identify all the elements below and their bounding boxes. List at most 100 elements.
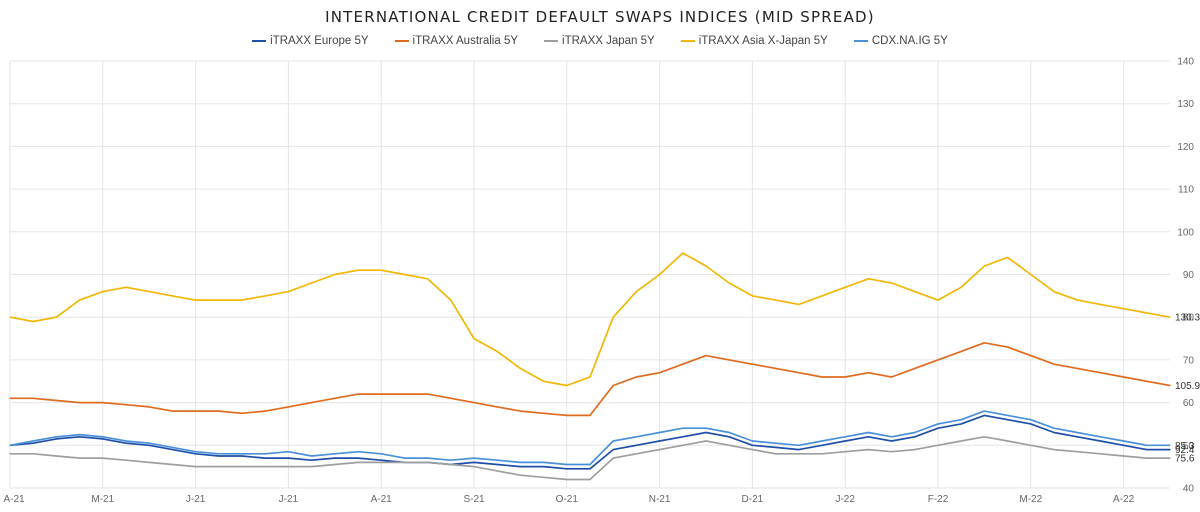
y-tick-label: 120 (1177, 142, 1194, 153)
data-point (171, 448, 173, 451)
data-point (960, 440, 962, 442)
y-tick-label: 50 (1183, 441, 1195, 452)
data-point (798, 372, 800, 374)
data-point (218, 466, 220, 468)
series-end-label: 75.6 (1175, 454, 1195, 465)
data-point (751, 448, 754, 451)
data-point (311, 282, 313, 284)
data-point (1007, 256, 1009, 259)
x-tick-label: F-22 (928, 494, 949, 505)
data-point (473, 466, 475, 468)
data-point (543, 380, 545, 382)
data-point (218, 453, 220, 455)
data-point (960, 419, 962, 421)
data-point (983, 414, 986, 417)
data-point (450, 463, 452, 466)
data-point (612, 316, 614, 318)
data-point (148, 406, 150, 408)
data-point (519, 466, 522, 468)
data-point (1076, 436, 1078, 438)
data-point (1146, 312, 1148, 314)
data-point (55, 399, 58, 402)
data-point (380, 393, 382, 395)
x-tick-label: J-21 (186, 494, 206, 505)
data-point (728, 436, 730, 438)
data-point (264, 453, 266, 455)
data-point (751, 444, 754, 446)
data-point (125, 404, 127, 406)
data-point (798, 453, 800, 455)
data-point (844, 451, 846, 453)
legend-swatch (853, 40, 868, 42)
data-point (241, 455, 243, 457)
data-point (102, 290, 104, 293)
data-point (264, 410, 266, 412)
data-point (589, 376, 591, 378)
legend-swatch (394, 40, 409, 42)
data-point (659, 273, 661, 276)
data-point (751, 440, 754, 442)
data-point (450, 299, 452, 301)
data-point (1053, 431, 1055, 434)
data-point (32, 440, 34, 442)
series-line (9, 410, 1170, 466)
data-point (473, 402, 475, 404)
data-point (705, 440, 707, 442)
data-point (311, 402, 313, 404)
data-point (55, 436, 58, 438)
data-point (357, 457, 359, 459)
y-tick-label: 90 (1183, 270, 1195, 281)
data-point (566, 463, 568, 466)
data-point (635, 436, 638, 438)
data-point (1169, 444, 1171, 446)
data-point (1146, 444, 1148, 446)
data-point (728, 359, 730, 361)
data-point (403, 393, 405, 395)
data-point (357, 461, 359, 463)
data-point (473, 457, 475, 459)
data-point (1076, 451, 1078, 453)
data-point (891, 282, 893, 284)
data-point (659, 431, 661, 434)
data-point (867, 436, 870, 438)
data-point (937, 427, 939, 429)
data-point (264, 457, 266, 459)
data-point (1030, 419, 1032, 421)
data-point (125, 286, 127, 288)
data-point (241, 412, 243, 414)
data-point (566, 414, 568, 417)
y-tick-label: 40 (1183, 484, 1195, 495)
data-point (983, 342, 986, 344)
data-point (867, 431, 870, 434)
data-point (218, 455, 220, 457)
data-point (287, 466, 289, 468)
data-point (821, 440, 823, 442)
y-tick-label: 110 (1178, 185, 1194, 196)
data-point (1146, 457, 1148, 459)
data-point (960, 423, 962, 425)
data-point (775, 442, 777, 444)
data-point (32, 397, 34, 399)
data-point (937, 444, 939, 446)
data-point (148, 461, 150, 463)
data-point (380, 461, 382, 463)
data-point (543, 412, 545, 414)
data-point (937, 299, 939, 301)
data-point (543, 461, 545, 463)
x-tick-label: S-21 (463, 494, 485, 505)
data-point (148, 444, 150, 446)
data-point (1146, 380, 1148, 382)
data-point (775, 367, 777, 370)
data-point (125, 440, 127, 442)
legend-swatch (252, 40, 267, 42)
data-point (334, 463, 336, 466)
data-point (380, 459, 382, 461)
data-point (937, 359, 939, 361)
data-point (635, 444, 638, 446)
data-point (705, 355, 707, 357)
legend-item: iTRAXX Japan 5Y (544, 35, 655, 47)
x-tick-label: A-22 (1113, 494, 1135, 505)
data-point (427, 393, 429, 395)
x-tick-label: M-22 (1019, 494, 1042, 505)
